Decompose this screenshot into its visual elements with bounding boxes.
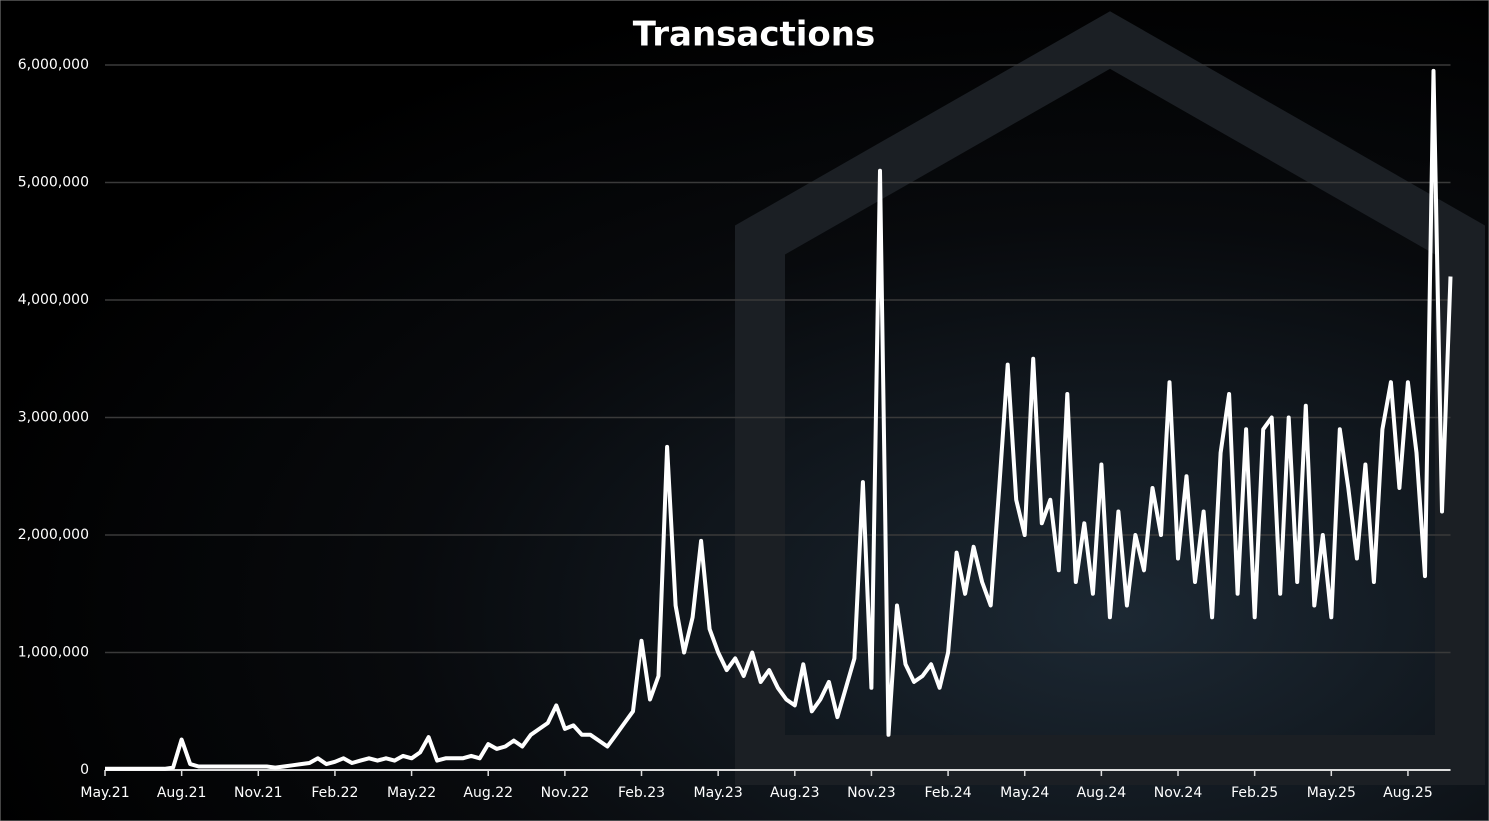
x-tick-label: Nov.22 — [541, 785, 590, 801]
y-tick-label: 3,000,000 — [18, 410, 89, 426]
x-tick-label: Nov.24 — [1154, 785, 1203, 801]
x-tick-label: Aug.25 — [1383, 785, 1433, 801]
x-tick-label: May.23 — [694, 785, 743, 801]
x-tick-label: Nov.21 — [234, 785, 283, 801]
data-line — [105, 68, 1453, 771]
x-tick-label: Aug.21 — [157, 785, 207, 801]
x-tick-label: Feb.23 — [618, 785, 665, 801]
x-tick-label: Aug.23 — [770, 785, 820, 801]
y-tick-label: 2,000,000 — [18, 527, 89, 543]
x-tick-label: Nov.23 — [847, 785, 896, 801]
y-tick-label: 6,000,000 — [18, 57, 89, 73]
x-tick-label: Aug.24 — [1077, 785, 1127, 801]
y-tick-label: 4,000,000 — [18, 292, 89, 308]
x-tick-label: May.21 — [80, 785, 129, 801]
x-tick-label: Feb.25 — [1231, 785, 1278, 801]
x-tick-label: May.22 — [387, 785, 436, 801]
y-tick-label: 5,000,000 — [18, 175, 89, 191]
chart-title: Transactions — [633, 15, 875, 55]
y-tick-label: 1,000,000 — [18, 645, 89, 661]
x-tick-label: May.24 — [1000, 785, 1049, 801]
y-tick-label: 0 — [80, 762, 89, 778]
x-tick-label: Feb.24 — [925, 785, 972, 801]
x-tick-label: Feb.22 — [311, 785, 358, 801]
x-tick-label: Aug.22 — [463, 785, 513, 801]
x-tick-label: May.25 — [1307, 785, 1356, 801]
